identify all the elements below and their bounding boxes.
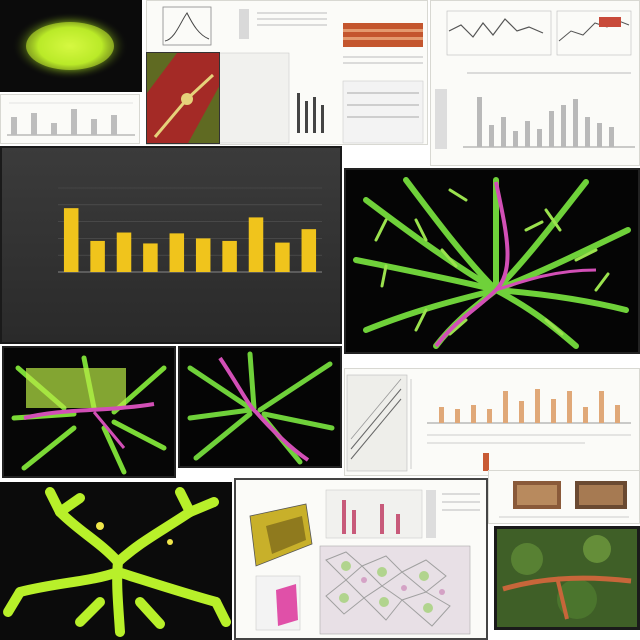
- microscopy-photo: [494, 526, 640, 630]
- bar: [301, 229, 317, 272]
- bar: [195, 238, 211, 272]
- leaf-vein-small-1: [2, 346, 176, 478]
- leaf-vein-image: [344, 168, 640, 354]
- bar: [169, 233, 185, 272]
- particle-cloud-image: [0, 0, 142, 92]
- cell-map-graphic: [249, 489, 480, 635]
- bar: [90, 240, 105, 272]
- chart-title: [10, 154, 332, 182]
- leaf-vein-graphic: [346, 170, 638, 352]
- bar-chart: [58, 187, 322, 273]
- bar: [63, 208, 79, 272]
- orange-bar-page: [344, 368, 640, 476]
- branching-structure-image: [0, 482, 232, 640]
- orange-bar-graphic: [346, 374, 631, 472]
- bar: [222, 240, 237, 272]
- leaf-photo-graphic: [147, 53, 219, 143]
- line-bar-chart-page: [430, 0, 640, 166]
- small-bar-figure: [0, 94, 140, 144]
- leaf-photo-inset: [146, 52, 220, 144]
- microscopy-graphic: [497, 529, 637, 627]
- line-bar-chart-graphic: [435, 10, 635, 149]
- bar-chart-panel: [0, 146, 342, 344]
- particle-cloud-graphic: [12, 12, 128, 80]
- cell-map-page: [234, 478, 488, 640]
- bar: [143, 243, 158, 272]
- leaf-vein-small-2: [178, 346, 342, 468]
- photo-strip-graphic: [499, 481, 629, 518]
- leaf-vein-small-1-graphic: [4, 348, 174, 476]
- leaf-vein-small-2-graphic: [180, 348, 340, 466]
- branching-structure-graphic: [3, 487, 231, 637]
- bar: [116, 232, 132, 272]
- bar: [248, 217, 264, 272]
- bar: [275, 242, 290, 272]
- photo-strip: [488, 470, 640, 524]
- small-bar-graphic: [7, 102, 135, 136]
